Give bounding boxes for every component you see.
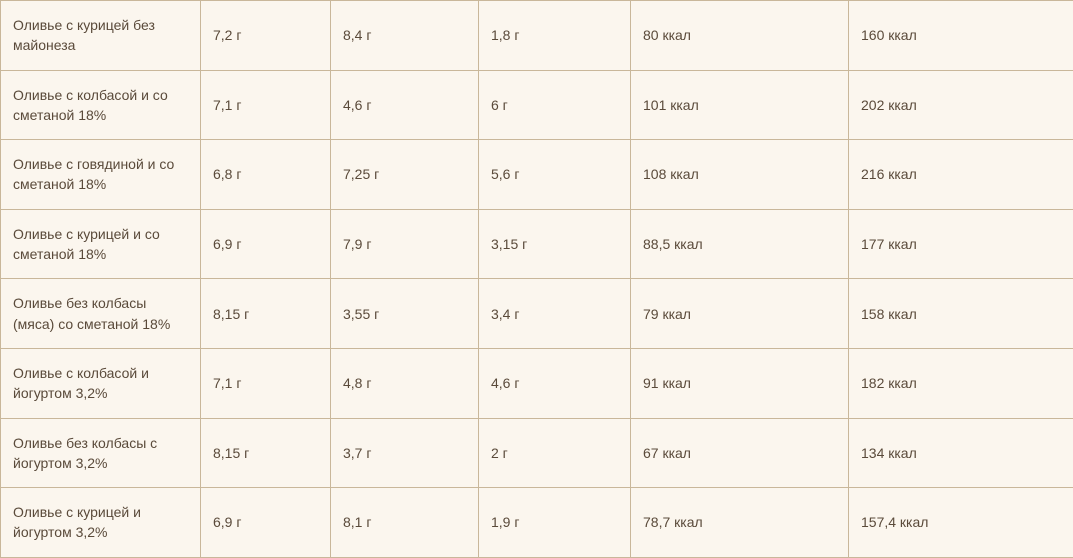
- nutrition-table: Оливье с курицей без майонеза 7,2 г 8,4 …: [0, 0, 1073, 558]
- cell-val: 7,25 г: [331, 140, 479, 210]
- cell-val: 7,1 г: [201, 70, 331, 140]
- table-row: Оливье с колбасой и йогуртом 3,2% 7,1 г …: [1, 348, 1073, 418]
- cell-name: Оливье с говядиной и со сметаной 18%: [1, 140, 201, 210]
- cell-val: 8,15 г: [201, 418, 331, 488]
- cell-kcal: 79 ккал: [631, 279, 849, 349]
- cell-val: 4,8 г: [331, 348, 479, 418]
- cell-val: 3,15 г: [479, 209, 631, 279]
- cell-val: 6,9 г: [201, 209, 331, 279]
- cell-name: Оливье с курицей и йогуртом 3,2%: [1, 488, 201, 558]
- cell-val: 7,2 г: [201, 1, 331, 71]
- cell-val: 3,4 г: [479, 279, 631, 349]
- cell-val: 2 г: [479, 418, 631, 488]
- table-row: Оливье без колбасы (мяса) со сметаной 18…: [1, 279, 1073, 349]
- cell-val: 8,15 г: [201, 279, 331, 349]
- table-row: Оливье без колбасы с йогуртом 3,2% 8,15 …: [1, 418, 1073, 488]
- cell-name: Оливье с колбасой и со сметаной 18%: [1, 70, 201, 140]
- cell-kcal: 78,7 ккал: [631, 488, 849, 558]
- cell-val: 8,4 г: [331, 1, 479, 71]
- cell-val: 5,6 г: [479, 140, 631, 210]
- cell-val: 4,6 г: [479, 348, 631, 418]
- table-row: Оливье с курицей и со сметаной 18% 6,9 г…: [1, 209, 1073, 279]
- cell-val: 7,1 г: [201, 348, 331, 418]
- cell-val: 4,6 г: [331, 70, 479, 140]
- cell-kcal: 108 ккал: [631, 140, 849, 210]
- cell-name: Оливье без колбасы (мяса) со сметаной 18…: [1, 279, 201, 349]
- cell-name: Оливье с курицей без майонеза: [1, 1, 201, 71]
- table-row: Оливье с курицей и йогуртом 3,2% 6,9 г 8…: [1, 488, 1073, 558]
- cell-kcal: 101 ккал: [631, 70, 849, 140]
- cell-kcal: 134 ккал: [849, 418, 1073, 488]
- cell-val: 6,9 г: [201, 488, 331, 558]
- cell-val: 1,9 г: [479, 488, 631, 558]
- cell-kcal: 182 ккал: [849, 348, 1073, 418]
- cell-val: 6,8 г: [201, 140, 331, 210]
- cell-val: 8,1 г: [331, 488, 479, 558]
- cell-kcal: 202 ккал: [849, 70, 1073, 140]
- cell-name: Оливье без колбасы с йогуртом 3,2%: [1, 418, 201, 488]
- cell-val: 3,7 г: [331, 418, 479, 488]
- cell-kcal: 157,4 ккал: [849, 488, 1073, 558]
- table-row: Оливье с курицей без майонеза 7,2 г 8,4 …: [1, 1, 1073, 71]
- cell-kcal: 88,5 ккал: [631, 209, 849, 279]
- cell-val: 1,8 г: [479, 1, 631, 71]
- cell-val: 3,55 г: [331, 279, 479, 349]
- table-row: Оливье с говядиной и со сметаной 18% 6,8…: [1, 140, 1073, 210]
- cell-kcal: 158 ккал: [849, 279, 1073, 349]
- cell-name: Оливье с курицей и со сметаной 18%: [1, 209, 201, 279]
- cell-kcal: 80 ккал: [631, 1, 849, 71]
- cell-kcal: 67 ккал: [631, 418, 849, 488]
- cell-kcal: 91 ккал: [631, 348, 849, 418]
- cell-val: 7,9 г: [331, 209, 479, 279]
- cell-kcal: 160 ккал: [849, 1, 1073, 71]
- table-row: Оливье с колбасой и со сметаной 18% 7,1 …: [1, 70, 1073, 140]
- cell-name: Оливье с колбасой и йогуртом 3,2%: [1, 348, 201, 418]
- cell-val: 6 г: [479, 70, 631, 140]
- cell-kcal: 216 ккал: [849, 140, 1073, 210]
- cell-kcal: 177 ккал: [849, 209, 1073, 279]
